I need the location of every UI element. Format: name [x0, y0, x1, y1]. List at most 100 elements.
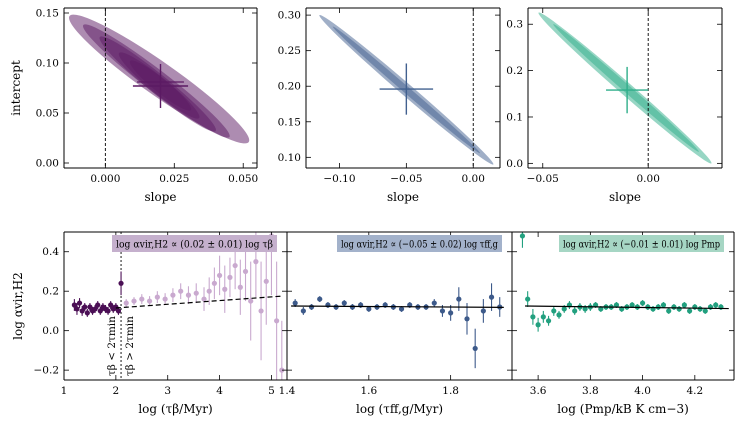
x-tick-label: 1 [61, 385, 68, 397]
y-tick-label: 0.4 [42, 246, 59, 258]
y-tick-label: 0.10 [278, 152, 301, 164]
panel-bottom-middle [291, 283, 504, 369]
fit-line [115, 295, 282, 309]
annotation-above-tau-min: τβ > 2τmin [124, 316, 136, 376]
panel-top-left [69, 8, 250, 168]
x-tick-label: −0.05 [527, 173, 559, 185]
panel-top-right [538, 8, 712, 168]
data-point [551, 308, 557, 314]
data-point [671, 304, 677, 310]
y-tick-label: 0.2 [506, 65, 523, 77]
y-tick-label: 0.25 [278, 45, 301, 57]
posterior-ellipse [553, 24, 699, 152]
data-point [545, 318, 552, 324]
fit-line [525, 305, 729, 310]
data-point [472, 345, 478, 352]
data-point [697, 306, 703, 312]
data-point [439, 308, 446, 314]
legend-text: log αvir,H2 ∝ (0.02 ± 0.01) log τβ [116, 239, 273, 251]
data-point [248, 298, 254, 304]
data-point [666, 308, 672, 314]
data-point [292, 300, 298, 306]
data-point [308, 304, 315, 310]
x-axis-label: slope [387, 190, 419, 204]
data-point [222, 286, 228, 292]
legend-background [559, 235, 724, 252]
y-tick-label: 0.2 [42, 286, 59, 298]
x-axis-label: slope [144, 190, 176, 204]
data-point [185, 292, 192, 298]
x-tick-label: −0.05 [390, 173, 422, 185]
y-axis-label: log αvir,H2 [11, 272, 25, 340]
axes-frame-bottom-2 [512, 231, 735, 381]
data-point [333, 304, 339, 310]
data-point [216, 272, 223, 279]
x-tick-label: 2 [113, 385, 120, 397]
data-point [692, 304, 698, 310]
data-point [74, 306, 80, 312]
data-point [193, 290, 199, 296]
x-tick-label: 4.2 [686, 385, 703, 397]
x-tick-label: 0.050 [228, 173, 258, 185]
axes-frame-top-2 [527, 7, 723, 169]
data-point [146, 298, 153, 304]
data-point [279, 367, 285, 373]
y-tick-label: 0.30 [278, 10, 301, 22]
y-tick-label: 0.20 [278, 81, 301, 93]
data-point [242, 268, 249, 275]
x-axis-label: log (τff,g/Myr) [356, 402, 443, 416]
x-axis-label: log (Pmp/kB K cm−3) [557, 402, 689, 416]
x-tick-label: 4 [216, 385, 223, 397]
data-point [713, 302, 719, 308]
data-point [561, 306, 567, 312]
data-point [105, 308, 111, 314]
data-point [232, 262, 238, 269]
data-point [237, 284, 243, 290]
x-tick-label: 3 [164, 385, 171, 397]
panel-bottom-right [519, 232, 729, 332]
data-point [681, 302, 687, 308]
data-point [398, 306, 405, 312]
legend-background [112, 235, 277, 252]
data-point [582, 306, 588, 312]
y-tick-label: 0.1 [506, 111, 523, 123]
x-tick-label: −0.10 [323, 173, 355, 185]
legend-box: log αvir,H2 ∝ (−0.01 ± 0.01) log Pmp [559, 235, 724, 252]
data-point [154, 294, 160, 300]
y-tick-label: 0.00 [36, 158, 59, 170]
data-point [456, 296, 462, 302]
data-point [448, 310, 454, 316]
data-point [613, 302, 620, 308]
data-point [95, 302, 101, 308]
x-tick-label: 5 [268, 385, 275, 397]
y-tick-label: 0.3 [506, 19, 523, 31]
data-point [108, 302, 114, 308]
y-tick-label: 0.0 [42, 325, 59, 337]
data-point [540, 314, 546, 320]
data-point [556, 312, 562, 318]
data-point [676, 306, 682, 312]
y-tick-label: 0.0 [506, 158, 523, 170]
x-tick-label: 0.025 [159, 173, 189, 185]
legend-box: log αvir,H2 ∝ (−0.05 ± 0.02) log τff,g [337, 235, 502, 252]
data-point [572, 308, 578, 314]
x-tick-label: 3.8 [582, 385, 599, 397]
x-tick-label: 0.000 [90, 173, 120, 185]
data-point [639, 300, 646, 306]
x-tick-label: 0.00 [637, 173, 660, 185]
data-point [655, 304, 661, 310]
y-tick-label: 0.05 [36, 108, 59, 120]
legend-background [337, 235, 502, 252]
data-point [519, 233, 526, 239]
data-point [131, 298, 137, 304]
y-axis-label: intercept [9, 60, 23, 116]
data-point [535, 322, 541, 328]
annotation-below-tau-min: τβ < 2τmin [106, 316, 118, 376]
data-point [488, 294, 495, 300]
data-point [178, 288, 184, 294]
legend-text: log αvir,H2 ∝ (−0.05 ± 0.02) log τff,g [341, 239, 498, 251]
data-point [598, 306, 604, 312]
data-point [76, 300, 83, 306]
data-point [162, 296, 168, 302]
x-axis-label: log (τβ/Myr) [138, 402, 212, 416]
